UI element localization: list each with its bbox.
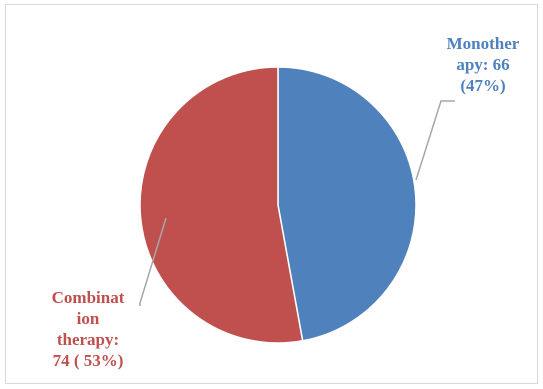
data-label-line: therapy: [57, 330, 119, 349]
pie-slices [139, 66, 417, 344]
data-labels: Monother apy: 66 (47%) Combinat ion therapy: 7… [52, 34, 520, 370]
data-label-line: ion [77, 309, 100, 328]
pie-slice-1 [277, 66, 417, 342]
leader-line-2 [139, 217, 167, 306]
leader-lines [139, 100, 455, 306]
leader-line-1 [415, 100, 455, 181]
pie-slice-2 [139, 66, 304, 344]
data-label-line: apy: 66 [456, 55, 509, 74]
data-label-2: Combinat ion therapy: 74 ( 53%) [52, 288, 125, 370]
data-label-line: Combinat [52, 288, 125, 307]
data-label-line: (47%) [460, 76, 505, 95]
data-label-line: Monother [447, 34, 520, 53]
data-label-1: Monother apy: 66 (47%) [447, 34, 520, 95]
data-label-line: 74 ( 53%) [53, 351, 124, 370]
